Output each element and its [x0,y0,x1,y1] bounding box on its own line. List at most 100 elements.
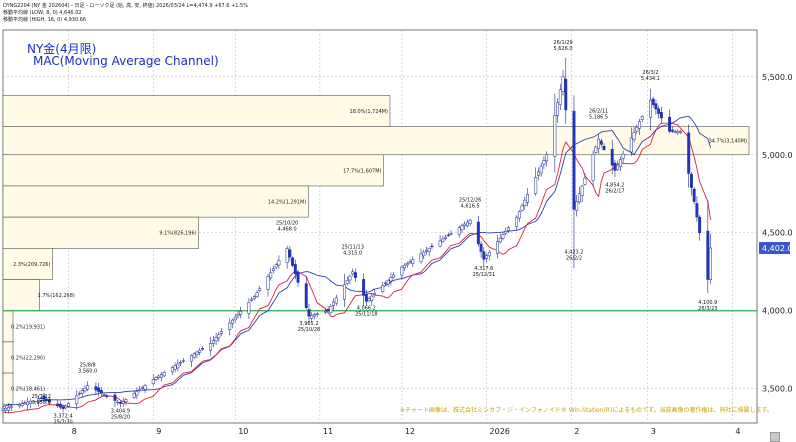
candle-body [460,225,464,231]
annotation-value: 3,358.0 [32,400,51,406]
candle-body [124,399,128,402]
candle-body [198,350,202,353]
y-tick-label: 5,000.0 [762,151,793,160]
candle-body [343,284,346,300]
candle-body [465,221,469,227]
candle-body [613,162,617,171]
candle-body [195,351,199,355]
candle-body [572,110,576,210]
candle-body [408,261,412,263]
annotation-date: 25/11/18 [355,311,377,317]
candle-body [362,279,366,296]
candle-body [446,234,450,237]
candle-body [353,272,357,278]
candle-body [616,164,620,170]
volume-profile-bar [2,95,391,127]
annotation-date: 25/8/20 [111,415,130,421]
candle-body [269,272,273,279]
candle-body [597,138,601,149]
candle-body [348,275,352,281]
candle-body [42,395,46,400]
annotation-value: 5,186.5 [589,115,608,121]
annotation-date: 25/10/20 [276,221,298,227]
chart-header-line-3: 移動平均線 (HIGH, 16, 0) 4,930.66 [3,17,87,23]
candle-body [288,249,292,258]
candle-body [228,322,232,330]
annotation-date: 26/3/23 [698,306,717,312]
candle-body [274,264,278,268]
candle-body [687,132,691,174]
annotation-date: 25/10/28 [298,327,320,333]
volume-profile-bar [2,154,384,187]
candle-body [506,227,510,231]
annotation-value: 4,066.2 [357,305,376,311]
candle-body [485,255,488,259]
annotation-date: 25/12/31 [473,272,495,278]
moving-average-high-line [2,115,712,407]
annotation-value: 4,317.6 [474,266,493,272]
y-tick-label: 5,500.0 [762,73,793,82]
candle-body [214,337,218,341]
candle-body [463,223,467,226]
annotation-value: 4,854.2 [605,182,624,188]
candle-body [20,403,24,406]
candle-body [143,385,147,390]
candle-body [94,386,98,391]
candle-body [56,403,60,407]
candle-body [80,390,84,394]
candle-body [217,334,221,339]
candle-body [441,238,445,242]
candle-body [583,177,587,185]
candle-body [405,263,409,266]
y-tick-label: 3,500.0 [762,385,793,394]
candle-body [105,395,109,397]
volume-profile-label: 1.7%(162,268) [38,293,75,299]
candle-body [272,268,275,272]
candle-body [599,140,603,145]
candle-body [345,280,349,284]
candle-body [673,131,677,133]
scroll-marker[interactable] [770,432,780,442]
candle-body [422,251,426,257]
candle-body [496,241,499,254]
candle-body [553,115,557,157]
candle-body [157,375,161,378]
candle-body [47,399,51,403]
candle-body [515,216,519,227]
volume-profile-label: 0.2%(22,290) [11,356,45,362]
candle-body [258,288,262,291]
volume-profile-label: 2.3%(209,726) [13,262,50,268]
candle-body [351,271,355,275]
candle-body [556,102,560,116]
candle-body [323,311,327,313]
candle-body [61,406,65,409]
candle-body [181,360,185,362]
candle-body [159,373,163,378]
annotation-value: 3,560.0 [78,368,97,374]
annotation-value: 5,626.0 [553,46,572,52]
x-tick-label: 11 [323,427,333,436]
candle-body [364,294,368,302]
candle-body [231,319,234,324]
candle-body [28,400,32,404]
candle-body [386,279,390,285]
candle-body [220,331,224,334]
candle-body [575,201,579,211]
annotation-value: 4,616.5 [461,204,480,210]
candle-body [296,271,300,283]
annotation-date: 25/8/8 [80,362,96,368]
candle-body [135,391,139,396]
candle-body [657,108,661,114]
candle-body [277,260,281,266]
candle-body [419,253,423,263]
candle-body [444,236,448,239]
candle-body [293,264,297,275]
candle-body [209,343,213,351]
annotation-value: 3,372.4 [54,414,73,420]
candle-body [534,177,538,194]
x-tick-label: 2026 [490,427,510,436]
candle-body [424,249,428,252]
candle-body [255,292,259,297]
candle-body [67,403,71,407]
